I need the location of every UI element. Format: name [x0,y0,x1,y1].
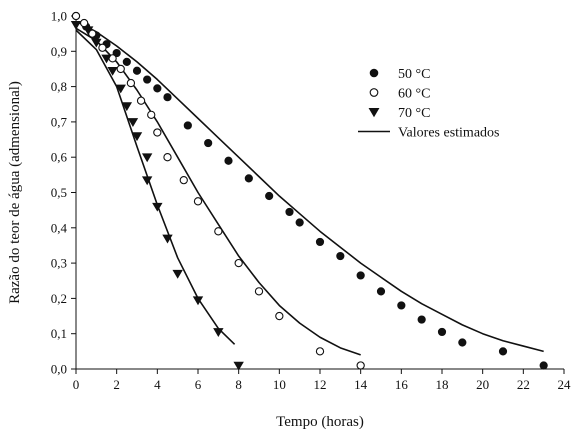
y-tick-label: 0,2 [51,291,67,306]
data-point-50c [286,208,293,215]
data-point-50c [337,252,344,259]
data-point-60c [316,348,323,355]
y-tick-label: 0,5 [51,185,67,200]
data-point-50c [164,94,171,101]
data-point-60c [164,154,171,161]
data-point-50c [225,157,232,164]
x-tick-label: 4 [154,377,161,392]
data-point-60c [215,228,222,235]
data-point-60c [72,12,79,19]
data-point-50c [266,192,273,199]
x-tick-label: 20 [476,377,489,392]
legend-marker-70c [369,108,379,116]
y-tick-label: 0,8 [51,79,67,94]
data-point-60c [235,260,242,267]
legend-marker-50c [370,69,378,77]
y-tick-label: 0,1 [51,326,67,341]
data-point-60c [81,19,88,26]
y-tick-label: 0,7 [51,114,68,129]
data-point-50c [123,58,130,65]
data-point-60c [194,198,201,205]
legend-label: Valores estimados [398,126,499,141]
data-point-60c [276,312,283,319]
data-point-50c [418,316,425,323]
data-point-50c [296,219,303,226]
x-axis-title: Tempo (horas) [276,414,364,430]
legend-label: 60 °C [398,87,430,102]
data-point-50c [398,302,405,309]
fit-curve-60c [76,28,361,355]
data-point-70c [143,154,152,162]
y-tick-label: 0,3 [51,256,67,271]
x-tick-label: 8 [235,377,242,392]
data-point-70c [72,21,81,29]
x-tick-label: 18 [436,377,449,392]
data-point-50c [245,175,252,182]
data-point-50c [205,139,212,146]
x-tick-label: 6 [195,377,202,392]
x-tick-label: 10 [273,377,286,392]
y-tick-label: 0,4 [51,220,68,235]
x-tick-label: 0 [73,377,80,392]
legend-marker-60c [370,89,378,97]
data-point-60c [154,129,161,136]
x-tick-label: 22 [517,377,530,392]
data-point-50c [316,238,323,245]
y-tick-label: 0,0 [51,362,67,377]
data-point-50c [154,85,161,92]
x-tick-label: 2 [113,377,120,392]
data-point-50c [184,122,191,129]
data-point-60c [117,65,124,72]
data-point-60c [127,79,134,86]
data-point-50c [377,288,384,295]
data-point-50c [144,76,151,83]
x-tick-label: 16 [395,377,409,392]
data-point-50c [357,272,364,279]
data-point-50c [133,67,140,74]
x-tick-label: 14 [354,377,368,392]
data-point-60c [180,177,187,184]
data-point-60c [137,97,144,104]
y-tick-label: 0,9 [51,44,67,59]
legend-label: 70 °C [398,106,430,121]
y-tick-label: 1,0 [51,9,67,24]
x-tick-label: 12 [314,377,327,392]
data-point-60c [255,288,262,295]
data-point-50c [438,328,445,335]
x-tick-label: 24 [558,377,571,392]
data-point-60c [148,111,155,118]
data-point-70c [173,270,182,278]
data-point-50c [499,348,506,355]
data-point-50c [459,339,466,346]
y-axis-title: Razão do teor de água (admensional) [7,81,23,304]
y-tick-label: 0,6 [51,150,68,165]
data-point-70c [153,203,162,211]
fit-curve-50c [76,21,544,351]
fit-curves-layer [76,21,544,355]
legend: 50 °C 60 °C 70 °C Valores estimados [358,67,499,141]
data-point-50c [540,362,547,369]
data-point-60c [99,44,106,51]
legend-label: 50 °C [398,67,430,82]
data-point-60c [357,362,364,369]
